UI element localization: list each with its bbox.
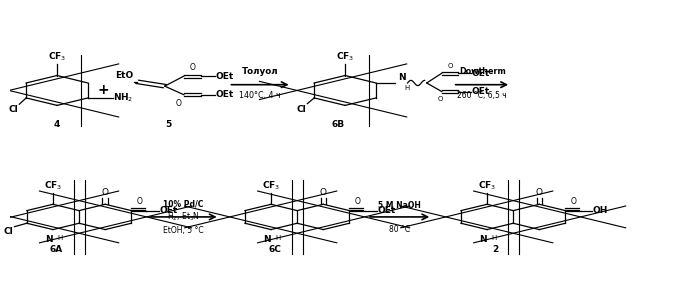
Text: OEt: OEt [471, 87, 489, 96]
Text: 5: 5 [165, 120, 171, 129]
Text: Cl: Cl [296, 105, 306, 113]
Text: O: O [447, 64, 453, 69]
Text: O: O [136, 197, 143, 206]
Text: CF$_3$: CF$_3$ [44, 180, 62, 193]
Text: CF$_3$: CF$_3$ [262, 180, 280, 193]
Text: N: N [479, 235, 487, 244]
Text: CF$_3$: CF$_3$ [336, 51, 354, 63]
Text: 10% Pd/C: 10% Pd/C [163, 199, 203, 208]
Text: H$_2$, Et$_3$N: H$_2$, Et$_3$N [167, 210, 200, 223]
Text: 80 °C: 80 °C [389, 225, 410, 234]
Text: 4: 4 [54, 120, 60, 129]
Text: H: H [276, 235, 281, 241]
Text: 6B: 6B [331, 120, 345, 129]
Text: EtO: EtO [115, 71, 134, 80]
Text: O: O [536, 188, 543, 197]
Text: +: + [97, 84, 109, 98]
Text: NH$_2$: NH$_2$ [113, 91, 134, 104]
Text: 6A: 6A [50, 245, 63, 254]
Text: H: H [492, 235, 497, 241]
Text: N: N [398, 73, 405, 82]
Text: OEt: OEt [159, 206, 178, 215]
Text: OH: OH [592, 206, 607, 215]
Text: H: H [58, 235, 63, 241]
Text: CF$_3$: CF$_3$ [48, 51, 66, 63]
Text: O: O [438, 96, 443, 102]
Text: Cl: Cl [3, 227, 13, 236]
Text: O: O [189, 63, 195, 72]
Text: OEt: OEt [215, 90, 233, 99]
Text: Толуол: Толуол [242, 67, 278, 76]
Text: 2: 2 [492, 245, 498, 254]
Text: OEt: OEt [377, 206, 396, 215]
Text: CF$_3$: CF$_3$ [478, 180, 496, 193]
Text: H: H [405, 85, 410, 91]
Text: 5 M NaOH: 5 M NaOH [378, 201, 421, 210]
Text: O: O [175, 99, 181, 108]
Text: 140°C, 4 ч: 140°C, 4 ч [239, 91, 281, 100]
Text: O: O [571, 197, 577, 206]
Text: O: O [354, 197, 361, 206]
Text: O: O [101, 188, 109, 197]
Text: O: O [319, 188, 327, 197]
Text: EtOH, 5 °C: EtOH, 5 °C [163, 226, 203, 235]
Text: N: N [45, 235, 52, 244]
Text: Dowtherm: Dowtherm [459, 67, 505, 76]
Text: Cl: Cl [8, 105, 18, 114]
Text: N: N [263, 235, 271, 244]
Text: 260 °C, 6,5 ч: 260 °C, 6,5 ч [457, 91, 507, 100]
Text: OEt: OEt [215, 71, 233, 81]
Text: OEt: OEt [471, 69, 489, 78]
Text: 6C: 6C [268, 245, 281, 254]
